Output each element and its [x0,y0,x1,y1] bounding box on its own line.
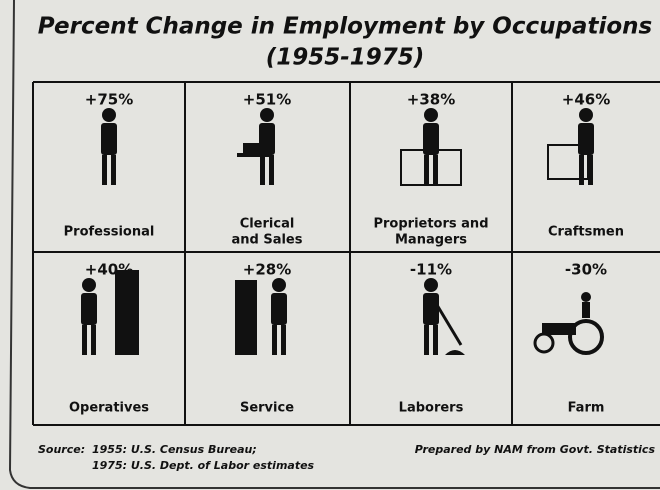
icon-head [424,108,438,122]
icon-head [102,108,116,122]
icon-leg [281,325,286,355]
icon-head [272,278,286,292]
percent-change: +38% [407,91,455,109]
icon-body [582,302,590,318]
icon-head [579,108,593,122]
occupation-label: and Sales [231,233,302,248]
icon-leg [433,155,438,185]
occupation-icon [401,108,461,185]
percent-change: +28% [243,261,291,279]
icon-leg [579,155,584,185]
source-line: 1955: U.S. Census Bureau; [92,443,257,456]
percent-change: -30% [565,261,607,279]
icon-leg [91,325,96,355]
occupation-label: Laborers [399,401,464,416]
icon-pick [437,305,461,345]
icon-wheel [535,334,553,352]
source-line: 1975: U.S. Dept. of Labor estimates [92,459,315,472]
icon-head [82,278,96,292]
occupation-label: Managers [395,233,467,248]
icon-leg [424,325,429,355]
occupation-icon [423,278,465,355]
subtitle: (1955-1975) [266,45,425,71]
icon-machine [115,270,139,355]
icon-leg [269,155,274,185]
occupation-label: Proprietors and [373,217,488,232]
icon-leg [588,155,593,185]
occupation-label: Professional [64,225,155,240]
icon-leg [111,155,116,185]
title: Percent Change in Employment by Occupati… [38,14,652,40]
icon-counter [401,150,461,185]
icon-body [423,293,439,325]
icon-body [271,293,287,325]
occupation-icon [237,108,275,185]
icon-leg [102,155,107,185]
icon-leg [272,325,277,355]
occupation-label: Craftsmen [548,225,624,240]
occupation-label: Operatives [69,401,149,416]
icon-leg [433,325,438,355]
icon-body [259,123,275,155]
occupation-icon [548,108,594,185]
percent-change: -11% [410,261,452,279]
icon-body [101,123,117,155]
icon-head [581,292,591,302]
occupation-icon [235,278,287,355]
icon-body [423,123,439,155]
source-heading: Source: [38,443,85,456]
credit: Prepared by NAM from Govt. Statistics [415,443,656,456]
occupation-label: Service [240,401,294,416]
percent-change: +75% [85,91,133,109]
occupation-label: Farm [568,401,605,416]
grid [33,82,660,425]
infographic: Percent Change in Employment by Occupati… [0,0,660,490]
occupation-label: Clerical [240,217,295,232]
icon-leg [424,155,429,185]
icon-body [578,123,594,155]
percent-change: +51% [243,91,291,109]
icon-head [424,278,438,292]
icon-leg [260,155,265,185]
icon-leg [82,325,87,355]
icon-tractor [542,323,576,335]
occupation-icon [535,292,602,353]
icon-dirt [445,350,465,355]
icon-switchboard [235,280,257,355]
icon-body [81,293,97,325]
percent-change: +46% [562,91,610,109]
icon-head [260,108,274,122]
occupation-icon [101,108,117,185]
icon-typewriter [243,143,261,153]
occupation-icon [81,270,139,355]
